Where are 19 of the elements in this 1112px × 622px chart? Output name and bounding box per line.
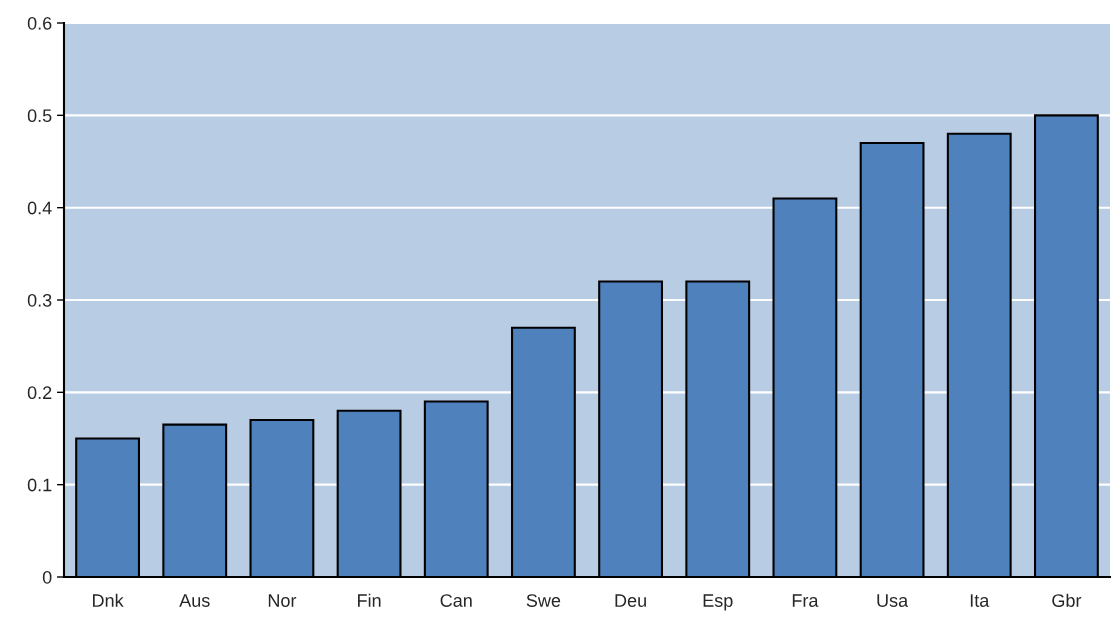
x-tick-label: Deu xyxy=(615,594,646,607)
x-tick-label: Aus xyxy=(179,594,210,607)
x-tick-label: Gbr xyxy=(1052,593,1082,607)
y-tick-label: 0.2 xyxy=(27,386,52,400)
x-tick-label: Ita xyxy=(970,594,990,607)
x-tick-label: Can xyxy=(440,594,472,607)
y-tick-label: 0.3 xyxy=(27,293,52,307)
y-tick-label: 0.6 xyxy=(27,16,52,30)
x-tick-label: Fra xyxy=(792,594,819,607)
x-tick-label: Swe xyxy=(526,594,561,607)
x-tick-label: Fin xyxy=(358,593,381,607)
x-tick-label: Usa xyxy=(877,594,909,607)
x-tick-label: Nor xyxy=(268,594,297,607)
x-tick-label: Esp xyxy=(703,594,733,611)
y-tick-label: 0 xyxy=(42,570,52,584)
y-tick-label: 0.4 xyxy=(27,201,52,215)
y-tick-label: 0.1 xyxy=(27,478,52,492)
x-tick-label: Dnk xyxy=(93,593,124,607)
y-tick-label: 0.5 xyxy=(27,109,52,123)
